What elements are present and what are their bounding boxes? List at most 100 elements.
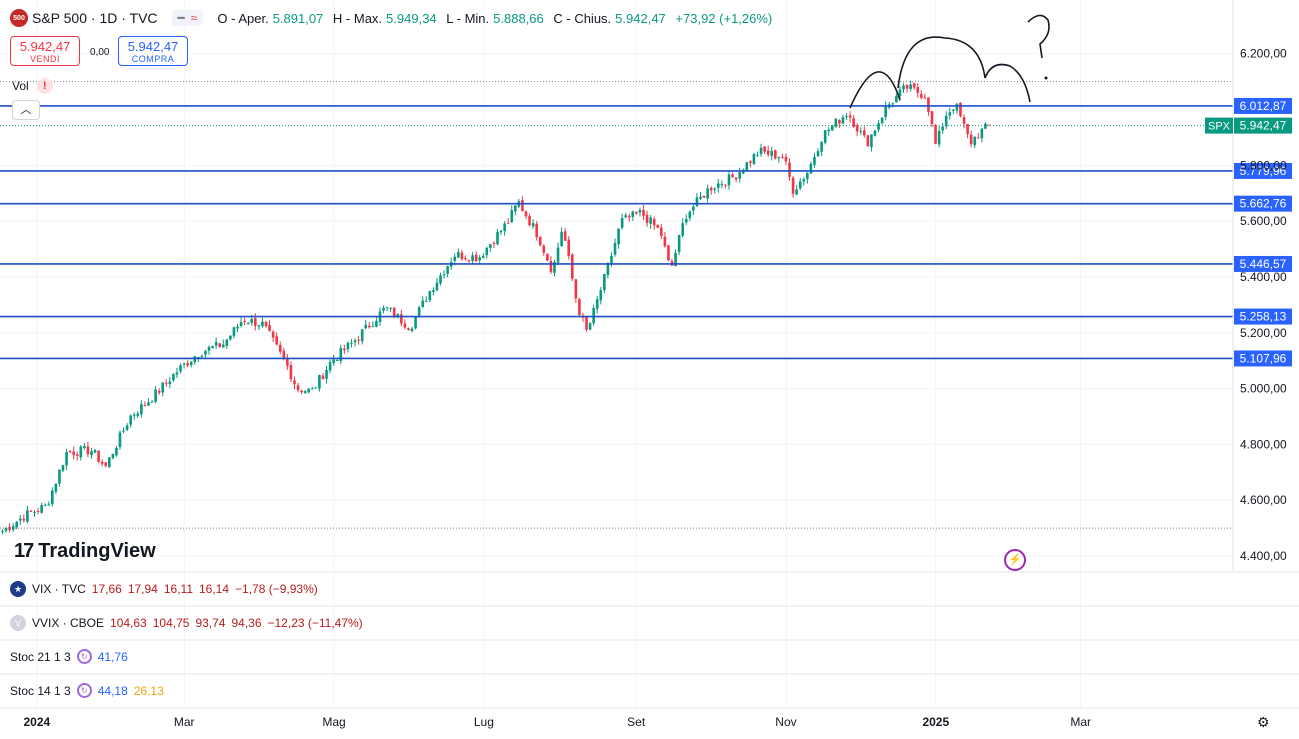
candle [959, 102, 962, 118]
candle [382, 305, 385, 314]
y-tick-label: 5.600,00 [1240, 214, 1287, 228]
candle [535, 221, 538, 241]
candle [546, 253, 549, 262]
y-tick-label: 4.800,00 [1240, 437, 1287, 451]
tradingview-logo[interactable]: 17 TradingView [14, 540, 156, 563]
candle [232, 326, 236, 339]
warning-icon[interactable]: ! [36, 78, 53, 94]
candle [157, 388, 161, 395]
sell-price: 5.942,47 [19, 39, 71, 54]
candle [574, 278, 578, 303]
wave-icon[interactable]: ≈ [190, 11, 198, 25]
candle [474, 251, 478, 262]
refresh-icon[interactable]: ↻ [76, 649, 92, 664]
minus-icon[interactable]: ━ [177, 11, 185, 25]
candle [688, 210, 692, 221]
x-tick-label: Set [627, 715, 646, 729]
candle [271, 330, 275, 342]
level-tag-2 [1234, 195, 1292, 212]
pane-vix-change: −1,78 (−9,93%) [235, 582, 318, 596]
candle [389, 307, 392, 313]
candle [613, 238, 617, 257]
volume-legend[interactable]: Vol ! [12, 78, 53, 94]
pane-stoc-21[interactable]: Stoc 21 1 3 ↻ 41,76 [10, 649, 128, 664]
lightning-icon[interactable]: ⚡ [1004, 549, 1026, 571]
settings-gear-icon[interactable]: ⚙ [1257, 714, 1270, 730]
candle [806, 172, 809, 184]
candle [684, 214, 688, 226]
candle [161, 382, 165, 397]
candle [920, 90, 923, 100]
candle [97, 450, 100, 464]
candle [642, 205, 645, 221]
candle [727, 171, 731, 190]
drawing-arc-2 [897, 36, 986, 89]
legend-toggle-pill[interactable]: ━ ≈ [171, 10, 204, 26]
candle [346, 341, 350, 353]
pane-vix[interactable]: ★ VIX · TVC 17,66 17,94 16,11 16,14 −1,7… [10, 581, 318, 597]
candle [809, 161, 813, 174]
candle [125, 423, 129, 432]
change-value: +73,92 (+1,26%) [675, 10, 773, 26]
candle [877, 119, 880, 133]
candle [592, 304, 595, 326]
x-tick-label: Nov [775, 715, 796, 729]
candle [293, 376, 296, 390]
candle [834, 117, 838, 129]
candle [699, 191, 702, 200]
candle [773, 149, 777, 160]
sell-button[interactable]: 5.942,47 VENDI [10, 36, 80, 66]
candle [984, 121, 987, 129]
candle [656, 224, 660, 228]
candle [364, 319, 368, 330]
high-value: 5.949,34 [386, 10, 437, 26]
candle [211, 345, 214, 349]
symbol-title[interactable]: S&P 500 · 1D · TVC [32, 10, 158, 26]
candle [286, 354, 289, 370]
candle [852, 115, 855, 128]
candle [100, 459, 104, 467]
candle [567, 236, 571, 260]
candle [916, 83, 920, 98]
candle [827, 127, 831, 136]
candle [599, 287, 603, 305]
pane-vvix-high: 104,75 [152, 616, 190, 630]
refresh-icon[interactable]: ↻ [76, 683, 92, 698]
candle [107, 456, 111, 468]
pane-stoc-14[interactable]: Stoc 14 1 3 ↻ 44,18 26,13 [10, 683, 164, 698]
level-tag-4 [1234, 308, 1292, 325]
candle [578, 297, 581, 316]
open-value: 5.891,07 [272, 10, 324, 26]
candle [140, 400, 143, 418]
candle [798, 177, 802, 191]
buy-button[interactable]: 5.942,47 COMPRA [118, 36, 188, 66]
pane-vvix[interactable]: V VVIX · CBOE 104,63 104,75 93,74 94,36 … [10, 615, 363, 631]
candle [749, 160, 752, 168]
pane-stoc-21-value: 41,76 [97, 649, 128, 664]
level-tag-3 [1234, 255, 1292, 272]
candle [563, 227, 567, 241]
candle [446, 265, 449, 278]
legend-header: 500 S&P 500 · 1D · TVC ━ ≈ O - Aper. 5.89… [10, 9, 778, 27]
candle [973, 135, 977, 149]
candle [367, 321, 371, 329]
candle [236, 323, 239, 333]
pane-vix-open: 17,66 [91, 582, 122, 596]
candle [556, 242, 560, 266]
candle [261, 317, 264, 328]
collapse-legend-button[interactable]: ︿ [12, 100, 40, 120]
candle [496, 228, 499, 246]
candle [980, 127, 984, 143]
candles [1, 80, 991, 535]
candle [471, 251, 474, 265]
price-axis[interactable]: 6.200,00 5.800,00 5.600,00 5.400,00 5.200,00… [1240, 47, 1287, 563]
candle [734, 177, 738, 183]
spread-value: 0,00 [90, 47, 110, 58]
candle [75, 451, 79, 461]
level-tag-label-4: 5.258,13 [1240, 310, 1287, 324]
candle [752, 152, 756, 165]
candle [239, 317, 243, 328]
time-axis[interactable]: 2024 Mar Mag Lug Set Nov 2025 Mar [23, 715, 1091, 729]
x-tick-label: Lug [474, 715, 494, 729]
